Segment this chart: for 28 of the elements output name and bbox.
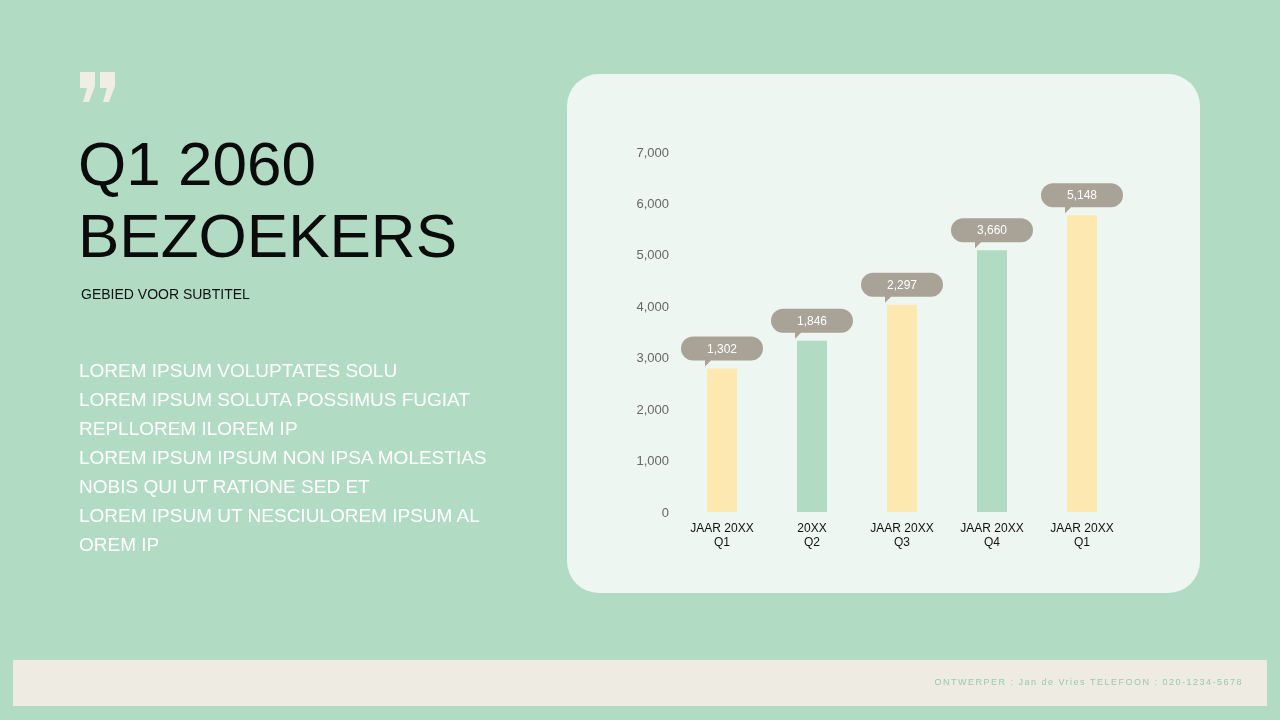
x-tick-label: JAAR 20XX Q4 bbox=[960, 521, 1024, 549]
y-tick-label: 0 bbox=[661, 504, 669, 520]
text: LOREM IPSUM IPSUM NON IPSA MOLESTIAS bbox=[79, 446, 487, 470]
x-tick-label: 20XX Q2 bbox=[797, 521, 827, 549]
y-tick-label: 3,000 bbox=[636, 350, 669, 366]
annotation: 1,846 bbox=[796, 313, 828, 328]
x-tick-label: JAAR 20XX Q1 bbox=[690, 521, 754, 549]
text: NOBIS QUI UT RATIONE SED ET bbox=[79, 475, 371, 499]
text: REPLLOREM ILOREM IP bbox=[79, 417, 299, 441]
annotation: 1,302 bbox=[706, 341, 738, 356]
chart-title: Q1 2060 BEZOEKERS bbox=[78, 128, 457, 272]
annotation: 5,148 bbox=[1066, 188, 1098, 203]
text: ONTWERPER : Jan de Vries TELEFOON : 020-1234-5678 bbox=[934, 677, 1243, 687]
y-tick-label: 6,000 bbox=[636, 196, 669, 212]
y-tick-label: 2,000 bbox=[636, 401, 669, 417]
x-tick-label: JAAR 20XX Q1 bbox=[1050, 521, 1114, 549]
text: OREM IP bbox=[79, 533, 161, 557]
y-tick-label: 5,000 bbox=[636, 247, 669, 263]
x-tick-label: JAAR 20XX Q3 bbox=[870, 521, 934, 549]
text: LOREM IPSUM UT NESCIULOREM IPSUM AL bbox=[79, 504, 481, 528]
text: LOREM IPSUM SOLUTA POSSIMUS FUGIAT bbox=[79, 388, 471, 412]
y-tick-label: 7,000 bbox=[636, 144, 669, 160]
y-tick-label: 4,000 bbox=[636, 298, 669, 314]
annotation: 3,660 bbox=[976, 223, 1008, 238]
text: LOREM IPSUM VOLUPTATES SOLU bbox=[79, 359, 399, 383]
y-tick-label: 1,000 bbox=[636, 453, 669, 469]
text: GEBIED VOOR SUBTITEL bbox=[81, 286, 250, 302]
annotation: 2,297 bbox=[886, 277, 918, 292]
